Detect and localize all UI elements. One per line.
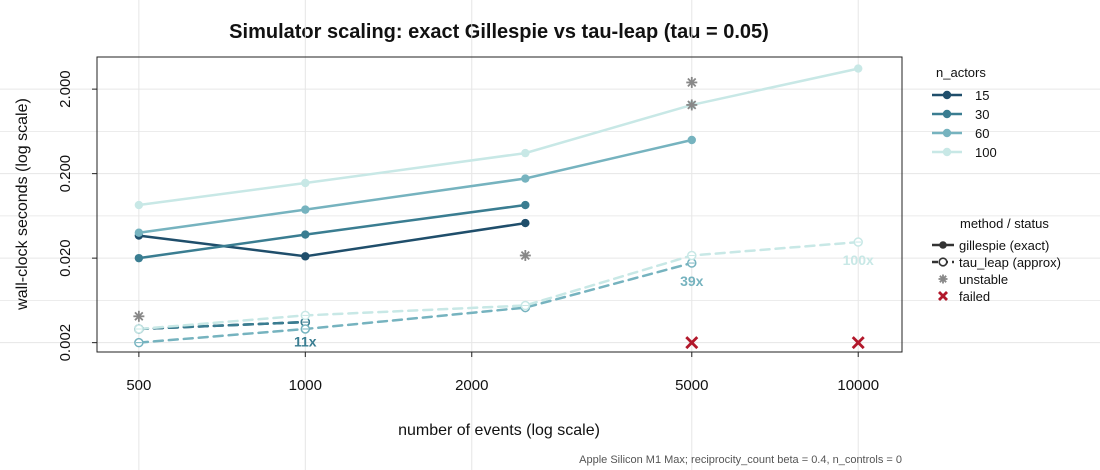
failed-marker [851, 336, 865, 350]
line-tau_leap-30 [137, 320, 307, 331]
unstable-stroke [520, 250, 530, 261]
point-gillespie-30 [301, 230, 310, 239]
legend-swatch-point [942, 147, 952, 157]
unstable-marker [133, 310, 145, 322]
y-axis-title: wall-clock seconds (log scale) [14, 98, 31, 311]
point-gillespie-15 [521, 218, 530, 228]
point-gillespie-100 [134, 200, 144, 210]
point-gillespie-60 [134, 228, 144, 237]
x-tick-label: 2000 [455, 377, 488, 394]
line-tau_leap-100 [137, 240, 860, 331]
legend-label-method: failed [959, 289, 990, 304]
failed-marker [938, 291, 948, 301]
status-markers [133, 76, 865, 350]
unstable-stroke [134, 311, 144, 321]
legend-title-method: method / status [960, 216, 1049, 231]
legend-label-actors: 60 [975, 126, 989, 141]
point-gillespie-60 [301, 205, 310, 214]
failed-stroke [851, 336, 865, 350]
failed-stroke [938, 291, 948, 301]
point-gillespie-60 [687, 135, 696, 145]
point-gillespie-100 [854, 64, 863, 73]
legend: n_actors 15 30 60 100 method / status gillespi… [932, 65, 1061, 304]
point-gillespie-30 [134, 253, 144, 263]
legend-label-method: tau_leap (approx) [959, 255, 1061, 270]
unstable-stroke [687, 77, 697, 87]
line-gillespie-15 [137, 221, 527, 258]
chart-title: Simulator scaling: exact Gillespie vs ta… [229, 21, 769, 43]
x-axis-title: number of events (log scale) [398, 422, 600, 439]
y-tick-label: 0.020 [57, 239, 74, 277]
unstable-marker [686, 76, 698, 88]
x-tick-label: 1000 [289, 377, 322, 394]
point-gillespie-100 [301, 178, 310, 188]
failed-marker [685, 336, 699, 350]
unstable-stroke [687, 100, 697, 110]
x-tick-label: 10000 [837, 377, 879, 394]
y-tick-label: 0.002 [57, 324, 74, 362]
x-tick-label: 500 [126, 377, 151, 394]
point-gillespie-60 [521, 174, 530, 183]
legend-label-actors: 15 [975, 88, 989, 103]
legend-label-actors: 100 [975, 145, 997, 160]
line-gillespie-60 [137, 138, 694, 234]
unstable-marker [519, 249, 531, 261]
legend-label-method: unstable [959, 272, 1008, 287]
y-tick-label: 2.000 [57, 70, 74, 108]
failed-stroke [685, 336, 699, 350]
unstable-marker [938, 274, 948, 284]
legend-swatch-solid-point [939, 241, 947, 249]
line-tau_leap-60 [137, 261, 694, 344]
point-gillespie-30 [521, 200, 530, 210]
point-gillespie-100 [521, 148, 530, 158]
speedup-annotations: 11x 39x 100x [294, 252, 874, 349]
legend-swatch-point [942, 128, 952, 138]
unstable-stroke [939, 275, 947, 283]
legend-swatch-point [942, 109, 952, 119]
series-lines [137, 67, 860, 344]
panel-border [96, 56, 903, 353]
axes: 500 1000 2000 5000 10000 0.002 0.020 0.200 2.000 [57, 70, 879, 394]
legend-title-actors: n_actors [936, 65, 986, 80]
unstable-marker [686, 99, 698, 111]
x-tick-label: 5000 [675, 377, 708, 394]
legend-label-actors: 30 [975, 107, 989, 122]
legend-label-method: gillespie (exact) [959, 238, 1049, 253]
speedup-label: 100x [843, 252, 874, 268]
legend-swatch-point [942, 90, 952, 100]
point-gillespie-15 [301, 252, 310, 261]
legend-swatch-dashed-point [938, 257, 948, 267]
speedup-label: 11x [294, 333, 317, 349]
series-points [134, 64, 863, 348]
speedup-label: 39x [680, 273, 704, 289]
caption: Apple Silicon M1 Max; reciprocity_count … [579, 454, 902, 466]
y-tick-label: 0.200 [57, 155, 74, 193]
